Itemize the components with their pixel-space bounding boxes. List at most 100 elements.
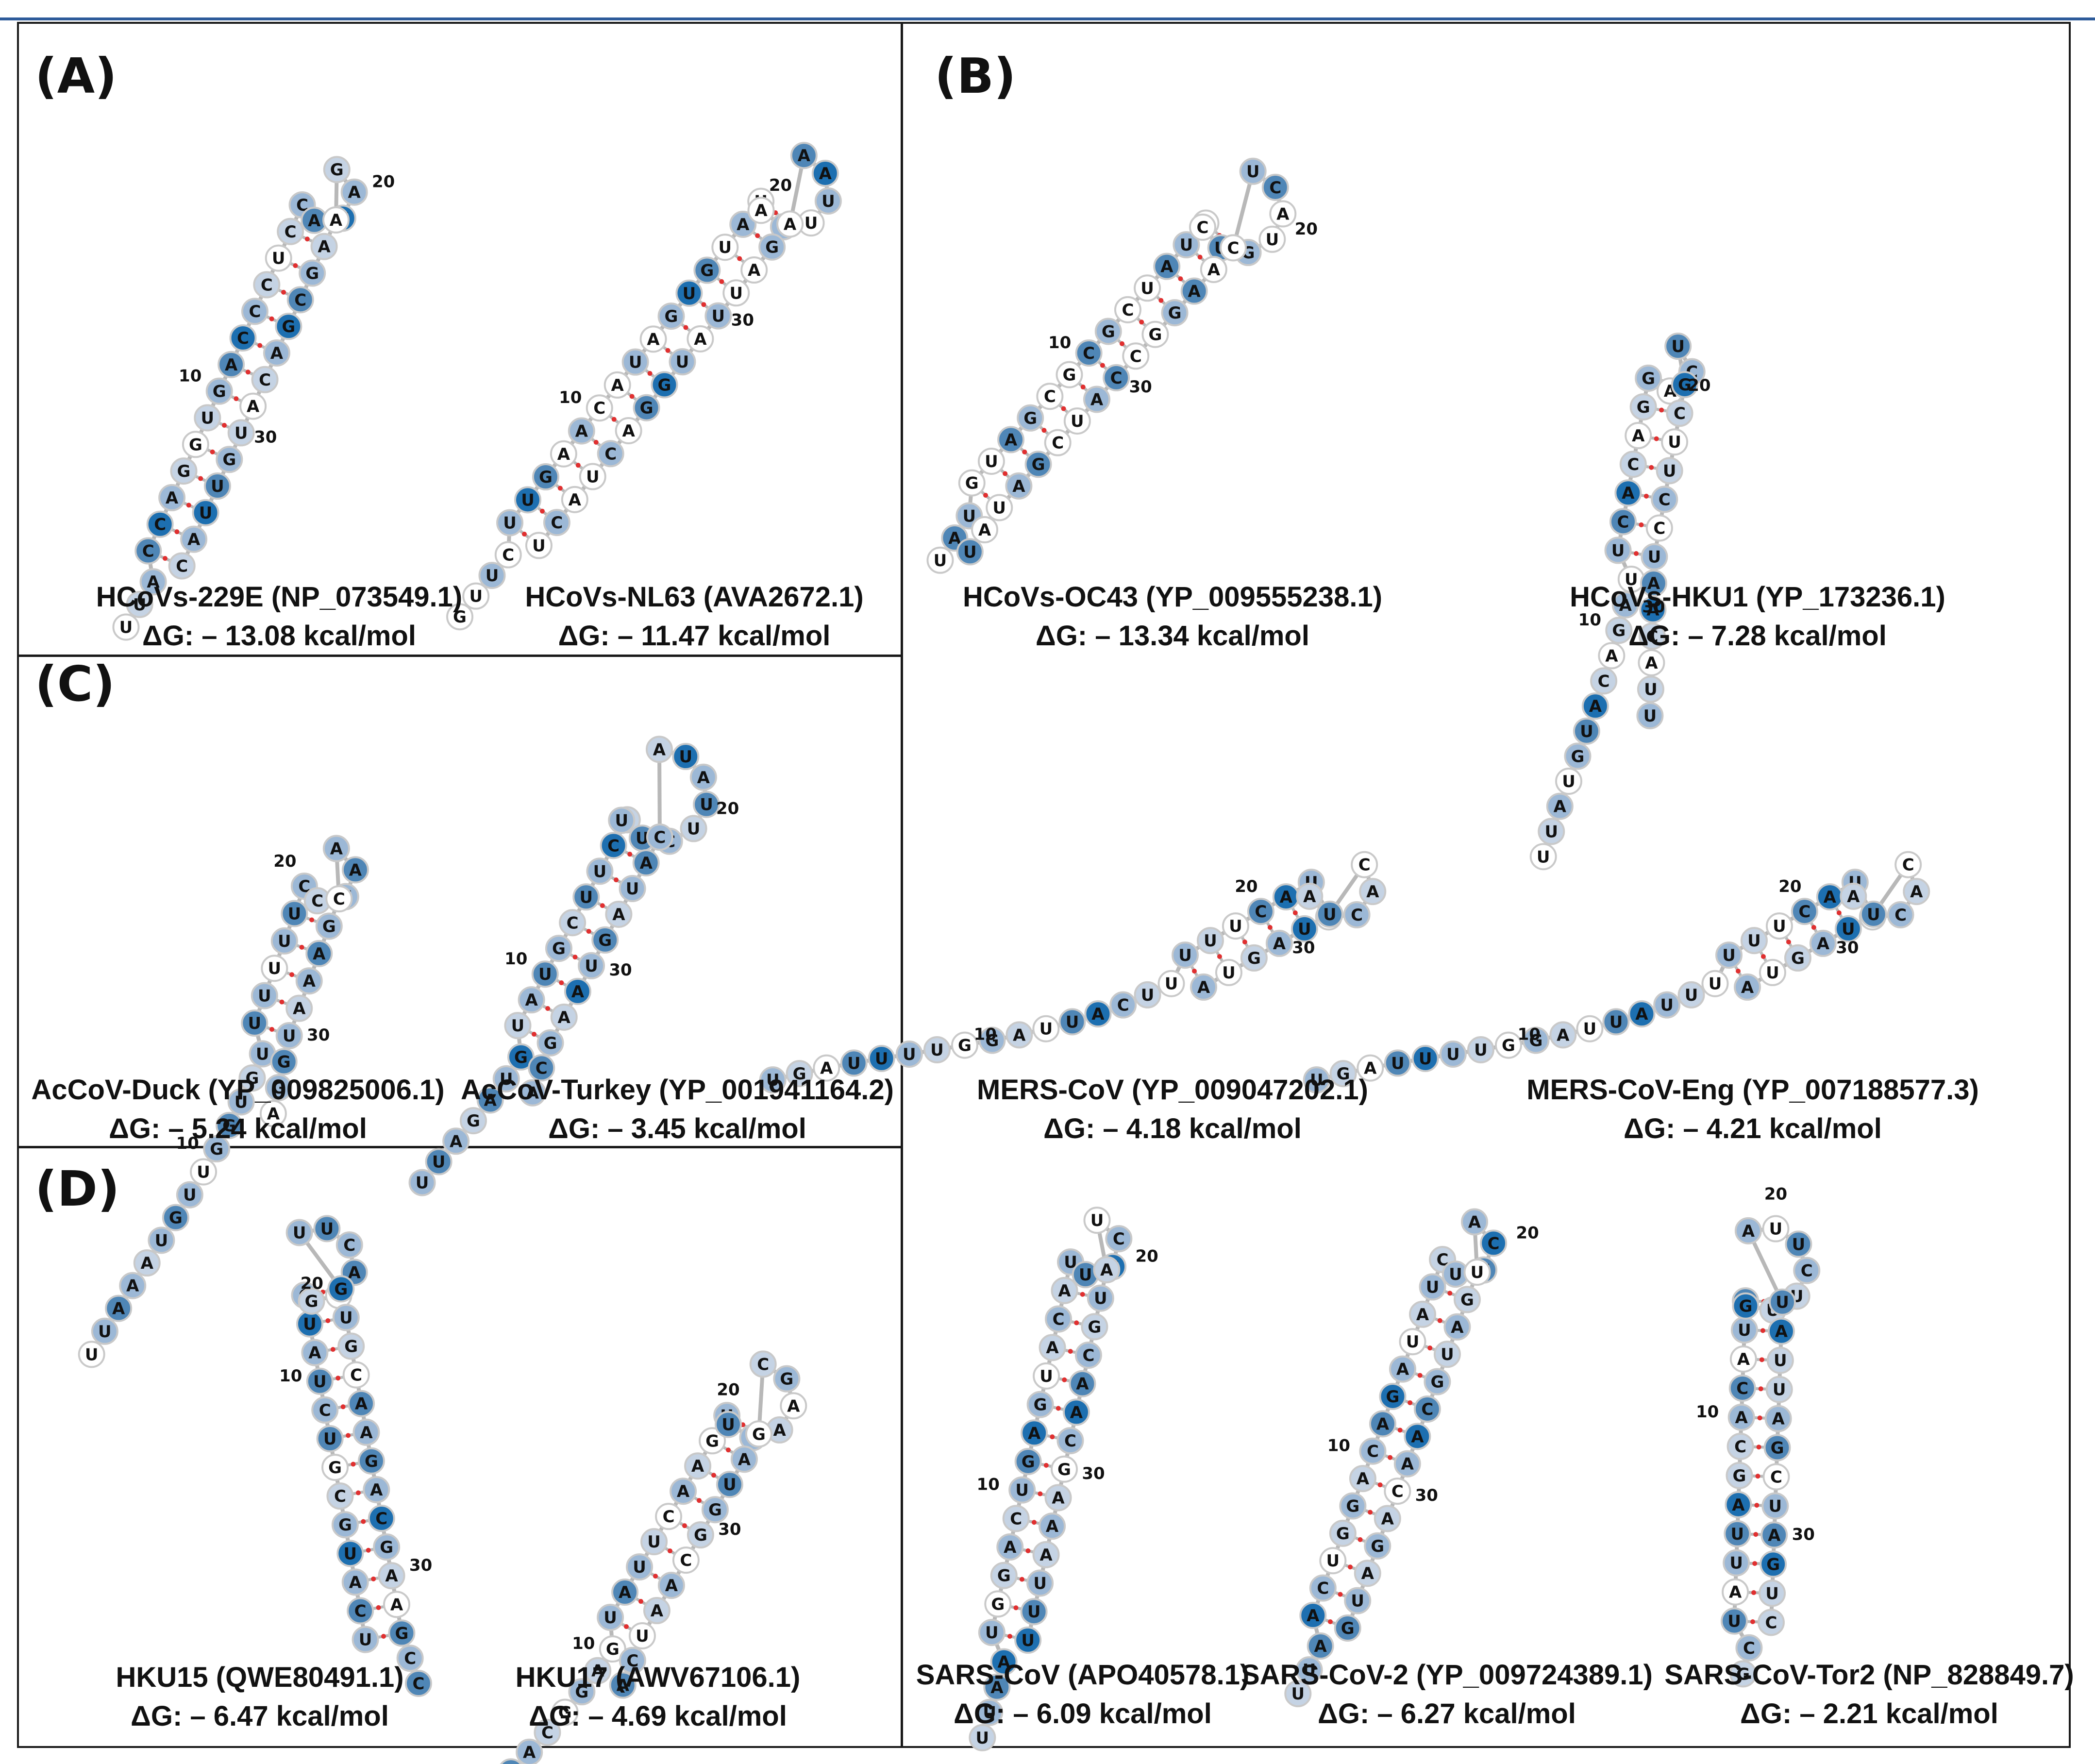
nucleotide: A [1190,973,1217,1001]
nucleotide-circle [531,960,559,988]
nucleotide: G [599,1635,626,1663]
nucleotide: U [1258,225,1286,253]
nucleotide-letter: U [288,904,302,924]
pair-dot [1649,465,1654,470]
rna-structure: UUAUGUACAGAUUCACAGGACUGCUUCCUAACAUU10203… [1529,333,1711,871]
nucleotide-circle [315,912,343,940]
nucleotide-letter: A [1307,1606,1320,1626]
pair-dot [1217,954,1222,959]
position-label: 30 [1836,938,1859,958]
pair-dot [1013,1605,1019,1611]
position-label: 30 [1642,597,1665,617]
nucleotide-letter: A [1729,1583,1742,1602]
pair-dot [222,422,227,428]
nucleotide-circle [958,469,986,497]
nucleotide: A [1809,929,1837,957]
nucleotide-letter: U [416,1174,429,1193]
position-label: 10 [179,367,201,386]
nucleotide-letter: C [626,1651,638,1671]
nucleotide-circle [182,431,209,458]
nucleotide-letter: A [1737,1350,1750,1369]
nucleotide-circle [119,1272,147,1299]
nucleotide-letter: A [558,1008,571,1027]
nucleotide-circle [597,440,624,468]
nucleotide-letter: G [467,1111,480,1131]
nucleotide-letter: C [551,513,563,533]
nucleotide: G [299,259,326,287]
nucleotide: A [1903,878,1930,906]
nucleotide-circle [1581,692,1609,720]
nucleotide-circle [1343,901,1371,929]
nucleotide-letter: A [997,1653,1010,1672]
nucleotide-letter: U [983,1703,996,1723]
pair-dot [163,556,168,561]
nucleotide: C [325,885,353,913]
nucleotide-letter: C [412,1674,424,1694]
nucleotide-letter: A [640,854,653,873]
nucleotide-circle [1604,537,1632,564]
nucleotide-letter: U [1474,1041,1488,1060]
nucleotide-letter: G [1341,1619,1355,1638]
nucleotide-circle [971,516,999,543]
nucleotide: G [205,377,233,405]
nucleotide-letter: U [201,408,215,428]
nucleotide-letter: U [1731,1525,1744,1544]
nucleotide-circle [126,590,153,618]
nucleotide: A [1032,1541,1060,1568]
nucleotide-letter: U [197,1162,210,1182]
nucleotide: A [632,849,660,877]
nucleotide-circle [615,417,642,444]
nucleotide: A [1200,255,1227,283]
nucleotide: A [1039,1512,1066,1540]
nucleotide-letter: G [985,1031,999,1051]
nucleotide-letter: C [654,828,666,847]
nucleotide-circle [1215,958,1242,986]
position-label: 30 [731,311,754,330]
panel-label-a: (A) [35,48,117,104]
nucleotide-letter: G [1502,1036,1515,1056]
nucleotide-circle [759,1066,787,1094]
nucleotide-circle [1609,508,1637,536]
nucleotide-letter: U [1583,1020,1597,1039]
nucleotide: C [1002,1505,1030,1532]
nucleotide-circle [651,371,678,399]
nucleotide-letter: U [721,1415,735,1435]
nucleotide-letter: G [1612,621,1626,640]
nucleotide-letter: U [1079,1265,1092,1285]
nucleotide-circle [1284,1680,1312,1708]
nucleotide-letter: U [1298,920,1311,939]
nucleotide: G [536,1029,564,1057]
nucleotide: U [1433,1341,1461,1368]
nucleotide: C [1189,213,1217,241]
nucleotide: G [1094,318,1122,345]
nucleotide-circle [1769,1288,1796,1316]
nucleotide-circle [1625,422,1652,450]
nucleotide-letter: A [348,183,361,202]
nucleotide: U [194,404,221,432]
nucleotide-letter: G [453,607,467,627]
nucleotide: G [238,1064,266,1092]
pair-dot [1019,1577,1024,1582]
nucleotide-circle [298,1287,325,1315]
nucleotide-circle [584,1657,612,1684]
nucleotide-letter: A [1632,426,1645,446]
nucleotide-circle [591,926,619,954]
nucleotide: U [672,743,700,771]
rna-structure: GCUAUUAGCACAUAGUUCUUAUAUUAGCUAGUC102030 [1696,1185,1821,1688]
nucleotide: U [1399,1328,1426,1356]
pair-dot [668,1548,672,1554]
nucleotide-circle [983,1673,1011,1701]
nucleotide: U [1576,1015,1604,1042]
nucleotide-letter: U [1094,1289,1107,1309]
nucleotide-circle [194,404,221,432]
pair-dot [1267,925,1273,930]
nucleotide-letter: G [694,1526,707,1545]
nucleotide: A [310,233,338,260]
nucleotide-letter: A [1645,654,1658,673]
nucleotide-letter: A [1207,260,1221,280]
nucleotide-circle [1728,1374,1756,1402]
nucleotide: G [1329,1060,1357,1088]
nucleotide-circle [1014,1447,1042,1475]
nucleotide-letter: U [339,1308,353,1327]
position-label: 20 [273,852,296,871]
